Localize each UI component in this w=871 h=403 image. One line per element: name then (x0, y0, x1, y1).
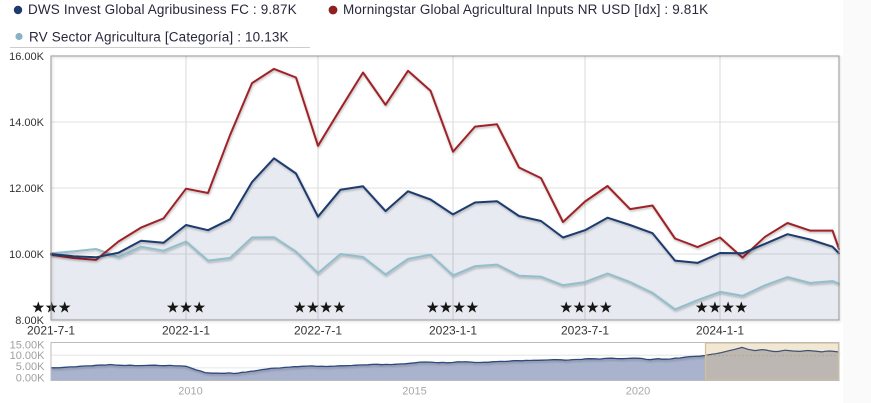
svg-text:2021-7-1: 2021-7-1 (27, 324, 75, 338)
svg-text:15.00K: 15.00K (10, 340, 46, 352)
svg-text:2020: 2020 (626, 386, 650, 398)
svg-text:RV Sector Agricultura [Categor: RV Sector Agricultura [Categoría] : 10.1… (29, 30, 289, 45)
svg-text:2024-1-1: 2024-1-1 (696, 324, 744, 338)
svg-text:2023-1-1: 2023-1-1 (429, 324, 477, 338)
svg-text:2023-7-1: 2023-7-1 (561, 324, 609, 338)
svg-text:2022-7-1: 2022-7-1 (294, 324, 342, 338)
svg-text:0.00K: 0.00K (16, 372, 45, 384)
svg-text:DWS Invest Global Agribusiness: DWS Invest Global Agribusiness FC : 9.87… (28, 2, 297, 17)
svg-text:2010: 2010 (178, 386, 202, 398)
svg-text:16.00K: 16.00K (9, 51, 45, 63)
svg-text:Morningstar Global Agricultura: Morningstar Global Agricultural Inputs N… (343, 2, 708, 17)
svg-text:10.00K: 10.00K (9, 249, 45, 261)
svg-text:10.00K: 10.00K (10, 350, 46, 362)
svg-text:2022-1-1: 2022-1-1 (162, 324, 210, 338)
svg-text:14.00K: 14.00K (9, 117, 45, 129)
svg-text:2015: 2015 (402, 386, 426, 398)
svg-text:5.00K: 5.00K (16, 361, 45, 373)
svg-text:8.00K: 8.00K (15, 315, 44, 327)
svg-text:12.00K: 12.00K (9, 183, 45, 195)
